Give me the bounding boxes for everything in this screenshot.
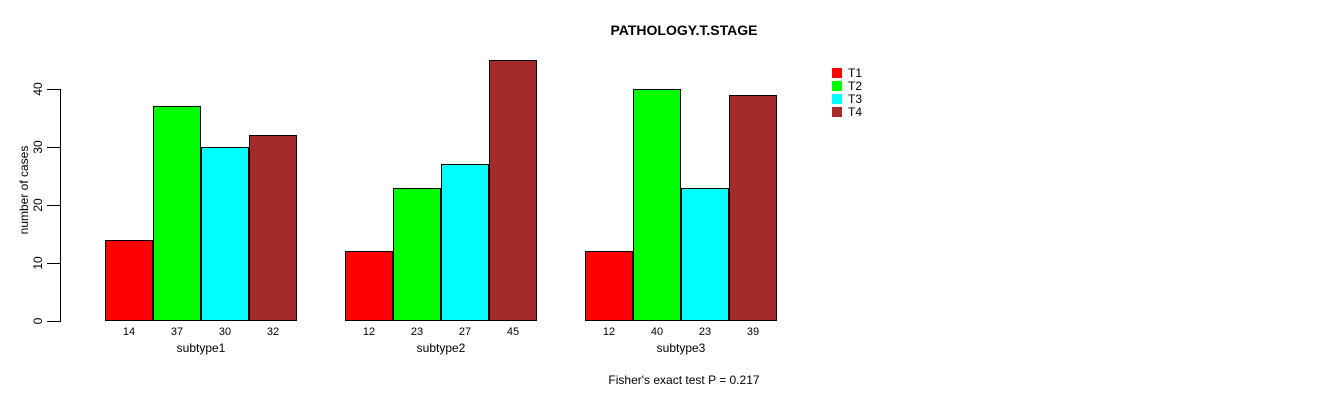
bar-value-label: 23 <box>698 326 712 338</box>
bar-value-label: 45 <box>506 326 520 338</box>
bar-value-label: 39 <box>746 326 760 338</box>
bar-t1-subtype2 <box>345 251 393 321</box>
bar-t4-subtype3 <box>729 95 777 321</box>
bar-t2-subtype3 <box>633 89 681 321</box>
bar-t2-subtype1 <box>153 106 201 321</box>
y-axis-tick <box>47 321 60 322</box>
bar-value-label: 37 <box>170 326 184 338</box>
y-axis-tick <box>47 89 60 90</box>
legend: T1 T2 T3 T4 <box>832 65 863 119</box>
legend-item-t3: T3 <box>832 91 863 106</box>
y-axis-tick <box>47 205 60 206</box>
bar-t2-subtype2 <box>393 188 441 321</box>
bar-value-label: 12 <box>362 326 376 338</box>
y-axis-title: number of cases <box>17 145 31 235</box>
bar-value-label: 14 <box>122 326 136 338</box>
bar-t4-subtype2 <box>489 60 537 321</box>
legend-label: T3 <box>848 91 863 106</box>
bar-t1-subtype3 <box>585 251 633 321</box>
y-axis-tick-label: 0 <box>31 317 45 325</box>
bar-value-label: 40 <box>650 326 664 338</box>
bar-value-label: 30 <box>218 326 232 338</box>
legend-item-t4: T4 <box>832 104 863 119</box>
legend-swatch-t3 <box>832 93 842 104</box>
legend-label: T1 <box>848 65 863 80</box>
legend-swatch-t4 <box>832 106 842 117</box>
category-label-subtype2: subtype2 <box>416 341 466 355</box>
legend-item-t1: T1 <box>832 65 863 80</box>
y-axis-tick <box>47 147 60 148</box>
legend-label: T2 <box>848 78 863 93</box>
chart-title: PATHOLOGY.T.STAGE <box>610 22 758 38</box>
legend-item-t2: T2 <box>832 78 863 93</box>
bar-t1-subtype1 <box>105 240 153 321</box>
y-axis-tick <box>47 263 60 264</box>
y-axis-tick-label: 20 <box>31 198 45 212</box>
bar-value-label: 27 <box>458 326 472 338</box>
bar-t3-subtype2 <box>441 164 489 321</box>
bar-t3-subtype1 <box>201 147 249 321</box>
category-label-subtype3: subtype3 <box>656 341 706 355</box>
bar-value-label: 12 <box>602 326 616 338</box>
legend-swatch-t1 <box>832 67 842 78</box>
bar-value-label: 23 <box>410 326 424 338</box>
bar-t4-subtype1 <box>249 135 297 321</box>
bar-value-label: 32 <box>266 326 280 338</box>
y-axis-tick-label: 40 <box>31 82 45 96</box>
bar-t3-subtype3 <box>681 188 729 321</box>
legend-swatch-t2 <box>832 80 842 91</box>
legend-label: T4 <box>848 104 863 119</box>
y-axis-line <box>60 89 61 322</box>
category-label-subtype1: subtype1 <box>176 341 226 355</box>
y-axis-tick-label: 10 <box>31 256 45 270</box>
y-axis-tick-label: 30 <box>31 140 45 154</box>
stat-test-annotation: Fisher's exact test P = 0.217 <box>608 373 760 387</box>
